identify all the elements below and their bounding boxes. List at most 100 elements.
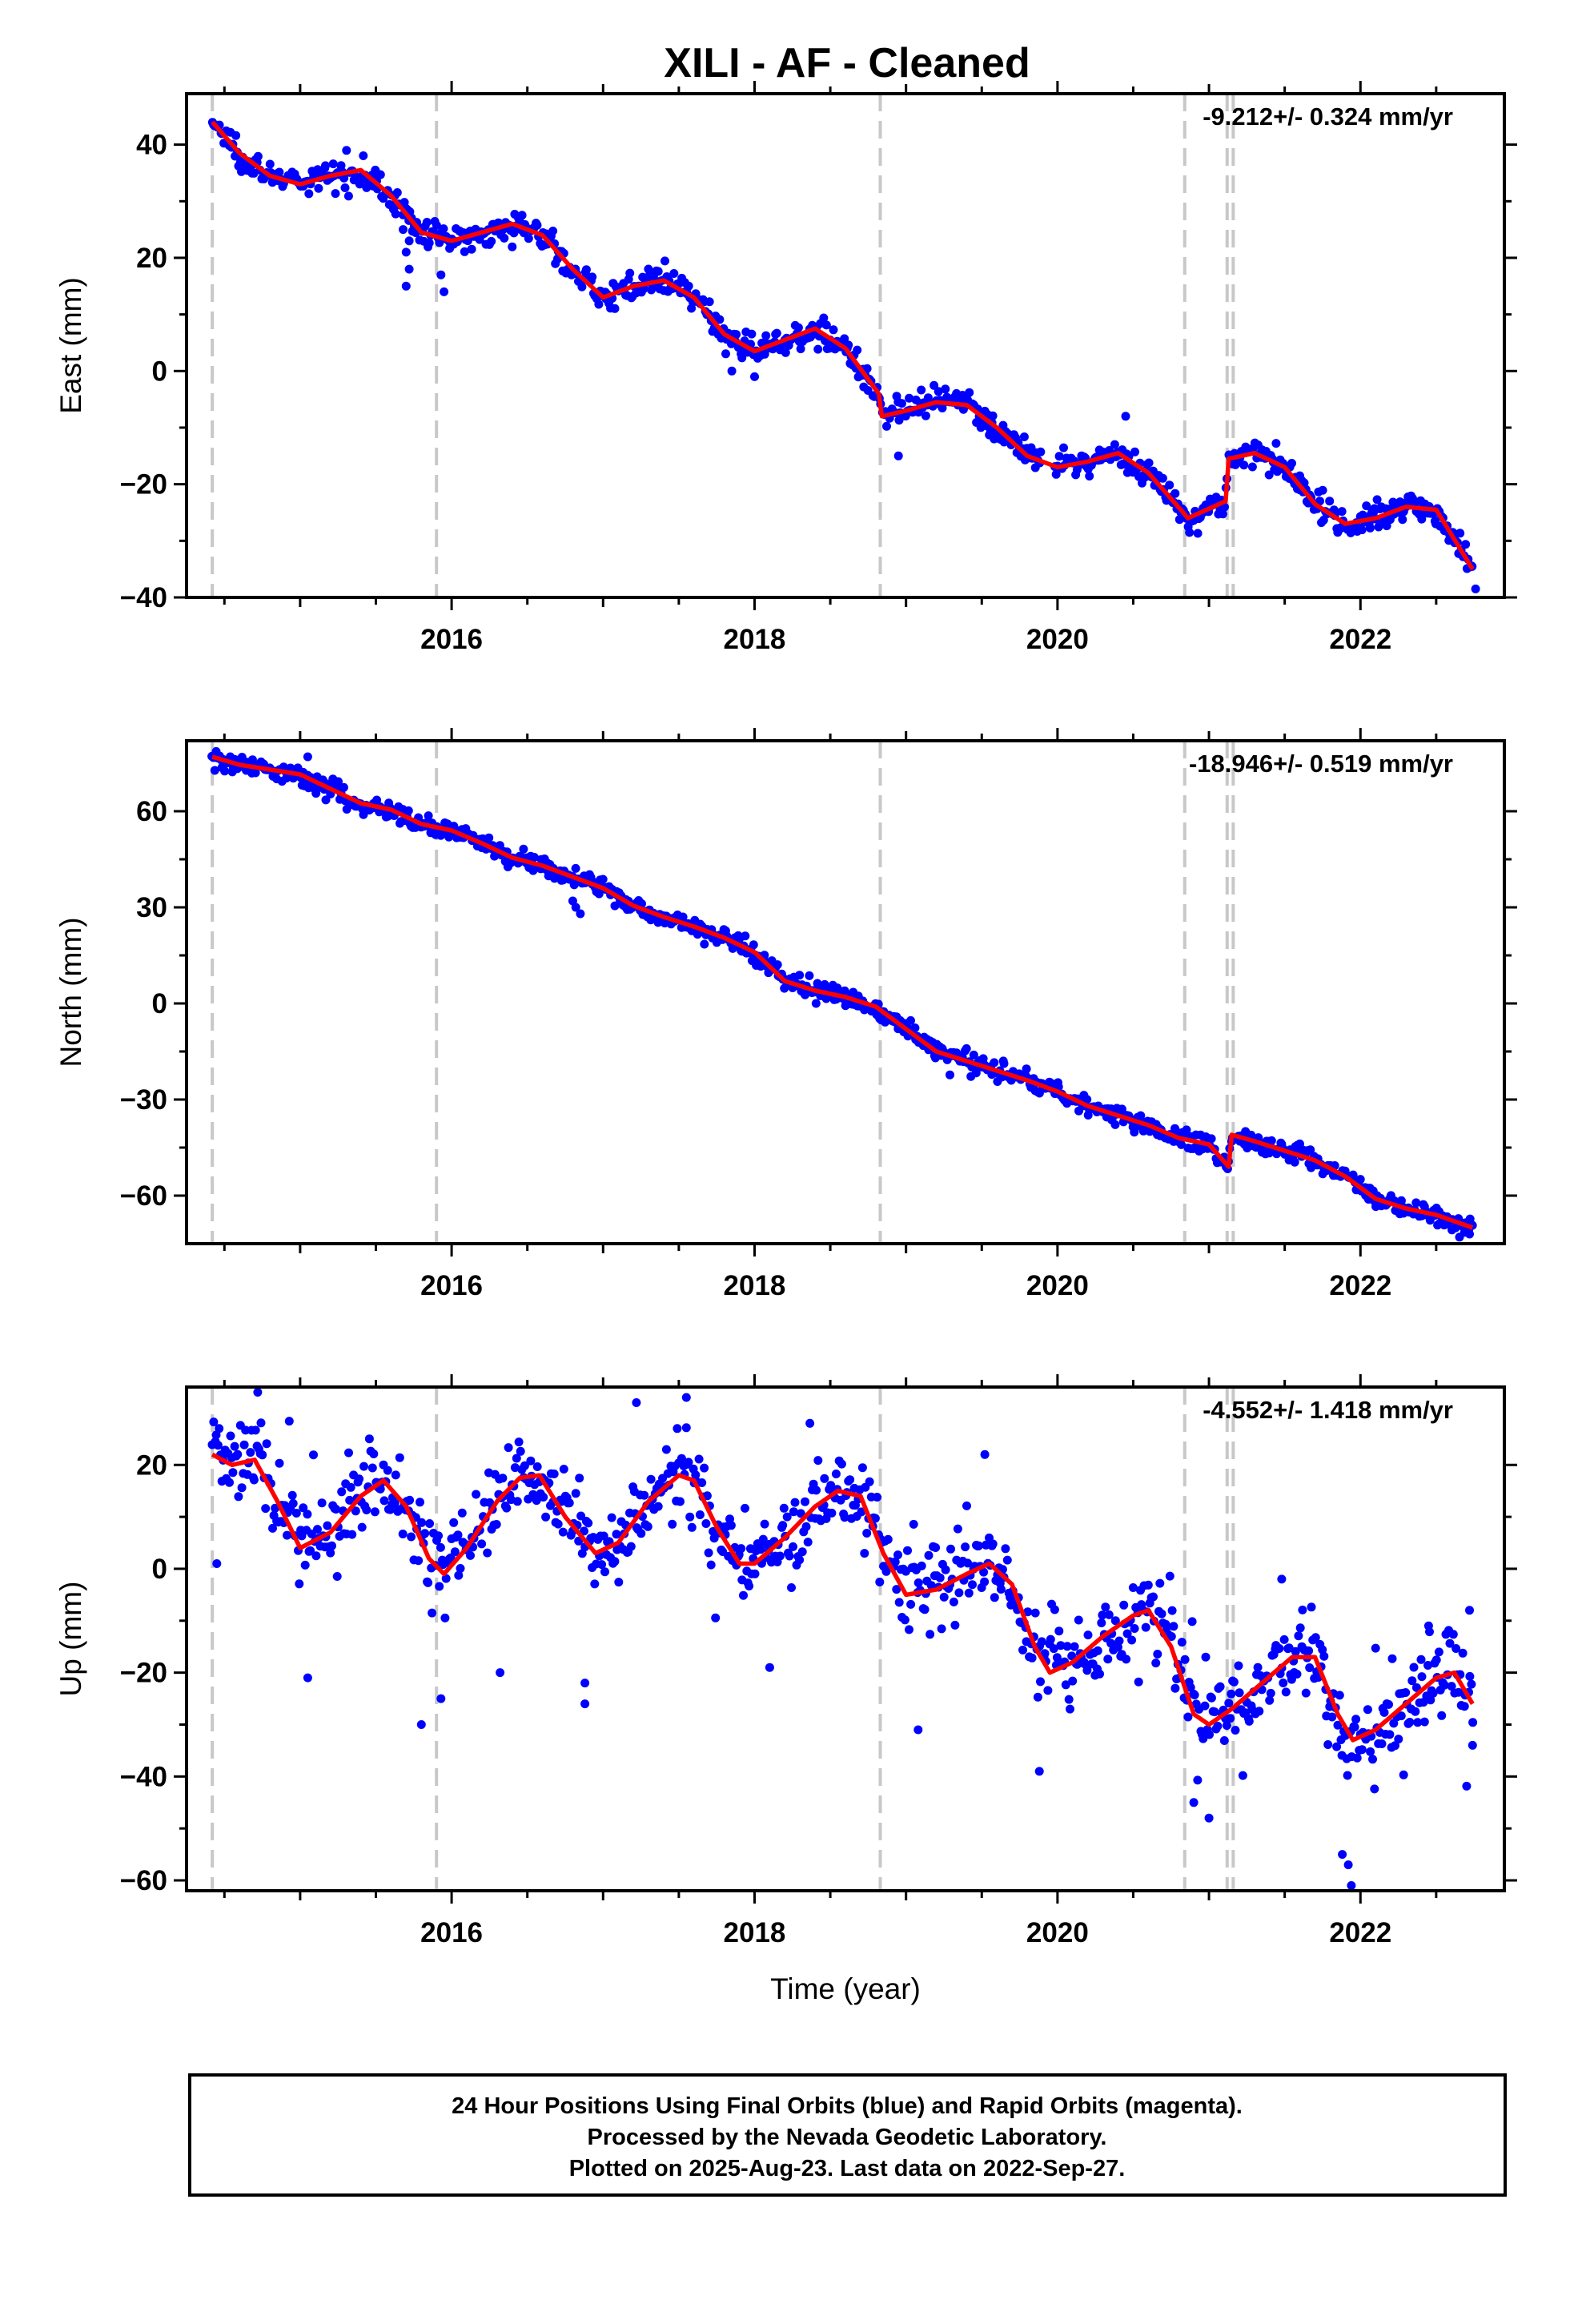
up-data-point — [694, 1454, 704, 1464]
up-data-point — [778, 1521, 788, 1530]
up-data-point — [913, 1578, 923, 1587]
up-data-point — [1036, 1677, 1045, 1687]
up-data-point — [1207, 1693, 1216, 1703]
up-data-point — [893, 1550, 902, 1560]
east-data-point — [1398, 515, 1407, 525]
up-data-point — [1279, 1679, 1288, 1687]
up-data-point — [512, 1497, 522, 1506]
north-x-tick-label: 2020 — [1026, 1270, 1089, 1301]
up-data-point — [1351, 1715, 1361, 1724]
up-data-point — [514, 1437, 524, 1447]
up-data-point — [346, 1482, 355, 1492]
up-data-point — [575, 1474, 584, 1483]
up-data-point — [1426, 1695, 1435, 1705]
up-data-point — [709, 1534, 719, 1543]
up-data-point — [677, 1454, 686, 1463]
up-data-point — [787, 1583, 796, 1592]
up-data-point — [424, 1578, 433, 1587]
up-outlier-point — [416, 1720, 426, 1729]
east-data-point — [467, 244, 476, 254]
east-data-point — [905, 393, 914, 403]
north-data-point — [971, 1068, 981, 1078]
up-data-point — [441, 1574, 451, 1583]
up-data-point — [905, 1625, 913, 1634]
up-data-point — [1155, 1578, 1165, 1588]
north-x-tick-label: 2016 — [420, 1270, 483, 1301]
up-data-point — [416, 1498, 424, 1507]
up-data-point — [1307, 1602, 1316, 1612]
up-data-point — [803, 1538, 813, 1547]
up-data-point — [477, 1539, 487, 1549]
up-data-point — [691, 1470, 701, 1480]
north-data-point — [1306, 1145, 1315, 1155]
up-data-point — [367, 1463, 377, 1473]
up-data-point — [332, 1572, 342, 1581]
up-data-point — [883, 1534, 893, 1544]
up-data-point — [457, 1508, 467, 1518]
up-data-point — [237, 1483, 247, 1493]
up-data-point — [890, 1557, 900, 1566]
east-velocity-label: -9.212+/- 0.324 mm/yr — [1203, 103, 1453, 131]
up-data-point — [239, 1440, 249, 1449]
east-data-point — [761, 331, 771, 340]
up-data-point — [636, 1529, 646, 1538]
up-data-point — [1368, 1755, 1377, 1764]
up-data-point — [261, 1504, 271, 1514]
up-data-point — [440, 1613, 450, 1622]
east-data-point — [422, 218, 432, 227]
north-x-tick-label: 2022 — [1329, 1270, 1391, 1301]
up-data-point — [1200, 1701, 1210, 1711]
up-data-point — [317, 1498, 327, 1508]
up-data-point — [750, 1569, 760, 1578]
up-data-point — [937, 1624, 946, 1634]
up-data-point — [1104, 1610, 1114, 1619]
footer-line-3: Plotted on 2025-Aug-23. Last data on 202… — [569, 2156, 1126, 2181]
north-data-point — [1411, 1198, 1421, 1208]
east-data-point — [1318, 485, 1327, 495]
north-data-point — [1022, 1064, 1031, 1074]
up-data-point — [391, 1470, 400, 1480]
up-data-point — [1074, 1615, 1083, 1625]
up-data-point — [1023, 1607, 1033, 1617]
up-data-point — [756, 1545, 765, 1554]
up-data-point — [1266, 1688, 1275, 1698]
up-data-point — [1205, 1730, 1214, 1739]
east-data-point — [424, 238, 434, 247]
north-data-point — [334, 777, 343, 786]
up-data-point — [826, 1481, 836, 1490]
up-data-point — [1227, 1689, 1236, 1699]
up-data-point — [1210, 1707, 1219, 1717]
up-data-point — [323, 1521, 332, 1530]
up-data-point — [1149, 1592, 1158, 1602]
up-data-point — [1201, 1652, 1211, 1662]
east-data-point — [509, 228, 519, 238]
north-data-point — [773, 960, 782, 970]
up-data-point — [697, 1478, 707, 1487]
up-data-point — [926, 1630, 935, 1639]
up-data-point — [779, 1503, 789, 1513]
up-data-point — [789, 1542, 797, 1551]
up-data-point — [775, 1551, 785, 1561]
east-data-point — [732, 330, 741, 340]
east-data-point — [705, 297, 714, 307]
up-data-point — [1103, 1655, 1113, 1664]
up-data-point — [685, 1512, 695, 1522]
up-panel: 2016 2018 2020 2022 −60 −40 −20 0 20 Up (mm) Time … — [54, 1374, 1517, 2005]
up-data-point — [607, 1513, 616, 1522]
up-data-point — [961, 1542, 970, 1552]
up-x-axis-label: Time (year) — [770, 1972, 921, 2005]
north-data-point — [484, 833, 494, 842]
east-data-point — [793, 323, 803, 332]
east-data-point — [331, 189, 340, 199]
north-y-tick-label: −60 — [120, 1180, 167, 1212]
up-data-point — [375, 1484, 385, 1494]
east-x-tick-label: 2016 — [420, 624, 483, 655]
up-data-point — [701, 1519, 711, 1528]
east-data-point — [1325, 497, 1335, 506]
up-data-point — [485, 1498, 495, 1507]
up-data-point — [492, 1520, 501, 1529]
up-data-point — [1298, 1605, 1307, 1614]
east-data-point — [517, 211, 527, 220]
up-data-point — [450, 1547, 460, 1557]
up-data-point — [1431, 1655, 1441, 1665]
